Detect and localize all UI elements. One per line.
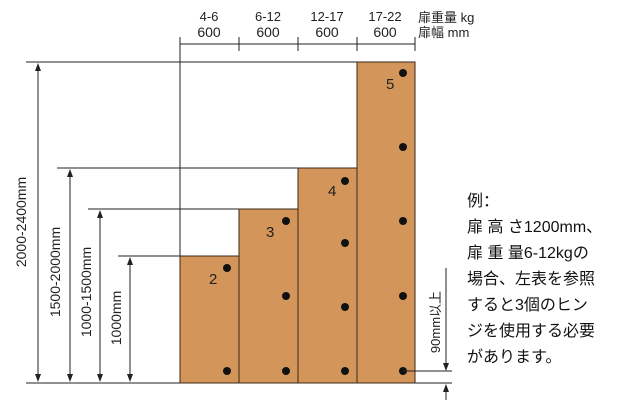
- example-line: 場合、左表を参照: [467, 271, 596, 288]
- hinge-dot: [223, 367, 231, 375]
- arrowhead-up: [35, 63, 41, 71]
- hinge-dot: [282, 367, 290, 375]
- height-label-1000-1500: 1000-1500mm: [78, 247, 94, 337]
- arrowhead-down: [127, 374, 133, 382]
- example-line: 扉 重 量6-12kgの: [467, 245, 589, 262]
- example-line: ジを使用する必要: [467, 323, 596, 340]
- door-bar-1: [179, 255, 240, 384]
- hinge-dot: [399, 143, 407, 151]
- door-bars: [179, 61, 416, 384]
- bottom-offset-dimension: 90mm以上: [403, 268, 452, 400]
- arrowhead-down: [443, 363, 449, 371]
- hinge-dot: [399, 292, 407, 300]
- example-line: 扉 高 さ1200mm、: [467, 219, 603, 236]
- arrowhead-up: [97, 210, 103, 218]
- weight-label-col4: 17-22: [368, 9, 401, 24]
- arrowhead-down: [67, 374, 73, 382]
- hinge-dot: [399, 217, 407, 225]
- hinge-dots: [223, 69, 407, 375]
- example-note: 例： 扉 高 さ1200mm、 扉 重 量6-12kgの 場合、左表を参照 する…: [467, 189, 626, 371]
- offset-label: 90mm以上: [428, 291, 443, 353]
- example-title: 例：: [467, 193, 500, 210]
- hinge-count-label-4: 5: [386, 76, 394, 93]
- hinge-dot: [341, 177, 349, 185]
- hinge-dot: [341, 367, 349, 375]
- arrowhead-down: [35, 374, 41, 382]
- hinge-count-label-2: 3: [266, 224, 274, 241]
- weight-label-col2: 6-12: [255, 9, 281, 24]
- hinge-dot: [223, 264, 231, 272]
- height-label-1000: 1000mm: [108, 291, 124, 345]
- weight-label-col3: 12-17: [310, 9, 343, 24]
- arrowhead-down: [97, 374, 103, 382]
- width-label-col2: 600: [256, 24, 280, 40]
- hinge-count-label-1: 2: [209, 271, 217, 288]
- hinge-dot: [399, 69, 407, 77]
- arrowhead-up: [67, 169, 73, 177]
- hinge-count-label-3: 4: [328, 183, 336, 200]
- width-label-col1: 600: [197, 24, 221, 40]
- height-label-1500-2000: 1500-2000mm: [47, 227, 63, 317]
- example-line: すると3個のヒン: [467, 297, 588, 314]
- door-bar-3: [297, 167, 358, 384]
- example-line: があります。: [467, 349, 562, 366]
- hinge-dot: [341, 303, 349, 311]
- arrowhead-up: [127, 257, 133, 265]
- height-dimensions: [35, 63, 133, 382]
- hinge-dot: [282, 217, 290, 225]
- hinge-dot: [282, 292, 290, 300]
- hinge-dot: [341, 239, 349, 247]
- height-label-2000-2400: 2000-2400mm: [13, 177, 29, 267]
- door-width-unit-label: 扉幅 mm: [418, 25, 469, 40]
- width-label-col4: 600: [373, 24, 397, 40]
- weight-label-col1: 4-6: [200, 9, 219, 24]
- header: 4-6 600 6-12 600 12-17 600 17-22 600 扉重量…: [179, 9, 474, 51]
- width-label-col3: 600: [315, 24, 339, 40]
- arrowhead-up: [443, 384, 449, 392]
- door-weight-unit-label: 扉重量 kg: [418, 10, 474, 25]
